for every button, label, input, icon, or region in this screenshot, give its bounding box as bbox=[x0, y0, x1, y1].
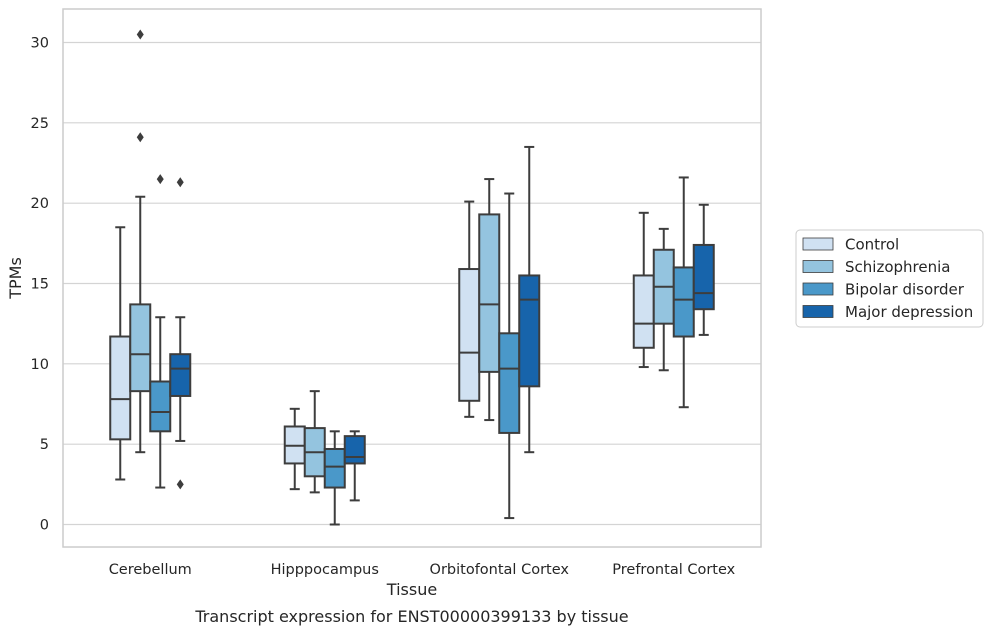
x-tick-label: Cerebellum bbox=[109, 562, 192, 578]
x-tick-label: Prefrontal Cortex bbox=[612, 562, 735, 578]
box-iqr bbox=[498, 332, 521, 434]
legend-label: Major depression bbox=[845, 303, 973, 321]
box bbox=[672, 176, 695, 409]
box bbox=[303, 390, 326, 494]
x-tick-labels: Cerebellum Hipppocampus Orbitofontal Corte… bbox=[109, 562, 736, 578]
legend: Control Schizophrenia Bipolar disorder Majo… bbox=[795, 229, 984, 328]
box-iqr bbox=[343, 435, 366, 465]
box-marks bbox=[109, 29, 715, 526]
y-tick-label: 10 bbox=[31, 357, 49, 373]
box-iqr bbox=[692, 243, 715, 311]
box-iqr bbox=[518, 274, 541, 388]
box bbox=[632, 211, 655, 369]
x-tick-label: Hipppocampus bbox=[271, 562, 379, 578]
outlier-point bbox=[136, 29, 144, 40]
chart-caption: Transcript expression for ENST0000039913… bbox=[194, 607, 628, 626]
y-tick-label: 5 bbox=[40, 437, 49, 453]
box bbox=[458, 200, 481, 418]
legend-label: Bipolar disorder bbox=[845, 281, 965, 299]
y-tick-label: 25 bbox=[31, 116, 49, 132]
legend-swatch bbox=[802, 237, 834, 251]
box bbox=[478, 178, 501, 422]
box-iqr bbox=[129, 303, 152, 393]
y-tick-label: 30 bbox=[31, 36, 49, 52]
outlier-point bbox=[136, 132, 144, 143]
legend-frame bbox=[795, 229, 984, 328]
y-tick-label: 15 bbox=[31, 277, 49, 293]
legend-label: Schizophrenia bbox=[845, 258, 950, 276]
box bbox=[343, 430, 366, 502]
box-iqr bbox=[109, 335, 132, 441]
plot-area bbox=[62, 8, 762, 548]
box-iqr bbox=[323, 447, 346, 489]
box bbox=[169, 177, 192, 490]
y-tick-labels: 0 5 10 15 20 25 30 bbox=[31, 36, 49, 534]
box bbox=[518, 145, 541, 454]
y-tick-label: 0 bbox=[40, 518, 49, 534]
outlier-point bbox=[176, 479, 184, 490]
outlier-point bbox=[156, 174, 164, 185]
box bbox=[149, 174, 172, 489]
box-iqr bbox=[169, 353, 192, 397]
legend-swatch bbox=[802, 305, 834, 318]
legend-label: Control bbox=[845, 236, 899, 254]
box bbox=[283, 407, 306, 491]
box bbox=[692, 203, 715, 336]
box-iqr bbox=[672, 266, 695, 338]
outlier-point bbox=[176, 177, 184, 188]
box bbox=[323, 430, 346, 526]
box-iqr bbox=[478, 213, 501, 373]
box-iqr bbox=[458, 268, 481, 402]
legend-swatch bbox=[802, 282, 834, 296]
box bbox=[652, 227, 675, 372]
legend-swatch bbox=[802, 260, 834, 273]
box-iqr bbox=[149, 380, 172, 433]
y-tick-label: 20 bbox=[31, 196, 49, 212]
box bbox=[498, 192, 521, 520]
box bbox=[109, 226, 132, 481]
y-axis-label: TPMs bbox=[6, 257, 25, 300]
x-tick-label: Orbitofontal Cortex bbox=[430, 562, 570, 578]
box-iqr bbox=[632, 274, 655, 349]
box bbox=[129, 29, 152, 454]
x-axis-label: Tissue bbox=[386, 580, 437, 599]
